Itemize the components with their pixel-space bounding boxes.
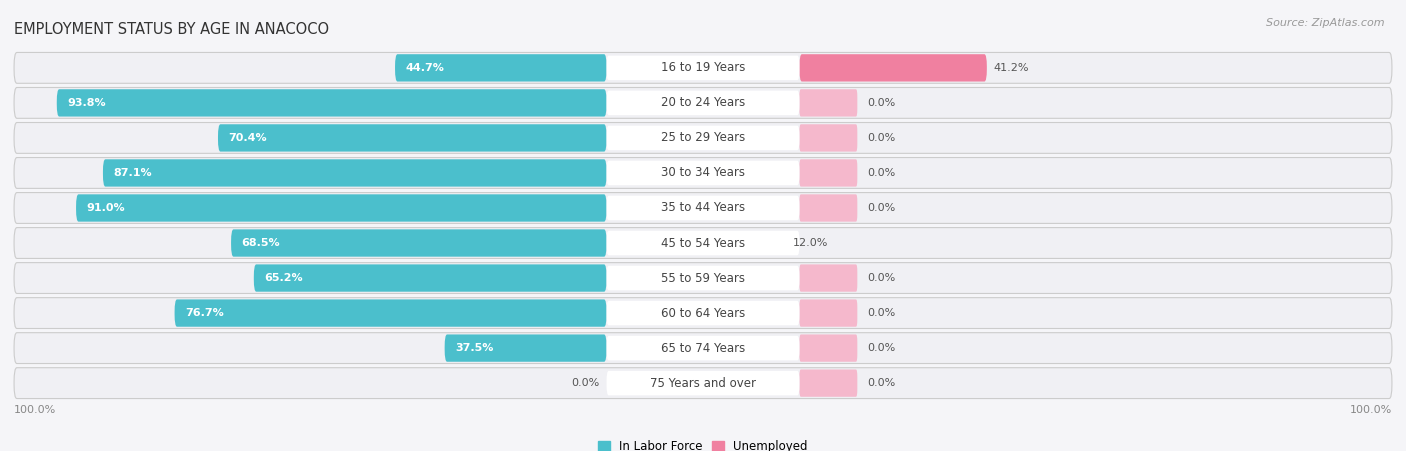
Text: 12.0%: 12.0% [793, 238, 828, 248]
Text: 0.0%: 0.0% [868, 98, 896, 108]
Text: 37.5%: 37.5% [456, 343, 494, 353]
FancyBboxPatch shape [800, 89, 858, 116]
Text: 87.1%: 87.1% [114, 168, 152, 178]
FancyBboxPatch shape [800, 54, 987, 82]
Text: 100.0%: 100.0% [14, 405, 56, 415]
Text: 16 to 19 Years: 16 to 19 Years [661, 61, 745, 74]
FancyBboxPatch shape [800, 369, 858, 397]
FancyBboxPatch shape [14, 52, 1392, 83]
FancyBboxPatch shape [254, 264, 606, 292]
Text: 0.0%: 0.0% [868, 203, 896, 213]
Text: 45 to 54 Years: 45 to 54 Years [661, 236, 745, 249]
FancyBboxPatch shape [14, 333, 1392, 364]
FancyBboxPatch shape [14, 228, 1392, 258]
Text: 0.0%: 0.0% [868, 133, 896, 143]
Text: 44.7%: 44.7% [405, 63, 444, 73]
FancyBboxPatch shape [76, 194, 606, 221]
FancyBboxPatch shape [14, 368, 1392, 399]
Text: 35 to 44 Years: 35 to 44 Years [661, 202, 745, 215]
Text: 76.7%: 76.7% [186, 308, 224, 318]
Text: 41.2%: 41.2% [994, 63, 1029, 73]
FancyBboxPatch shape [103, 159, 606, 187]
Text: 0.0%: 0.0% [868, 168, 896, 178]
Legend: In Labor Force, Unemployed: In Labor Force, Unemployed [593, 435, 813, 451]
FancyBboxPatch shape [606, 371, 800, 396]
Text: 91.0%: 91.0% [86, 203, 125, 213]
Text: 0.0%: 0.0% [571, 378, 599, 388]
FancyBboxPatch shape [606, 301, 800, 325]
Text: 65 to 74 Years: 65 to 74 Years [661, 341, 745, 354]
FancyBboxPatch shape [14, 193, 1392, 223]
FancyBboxPatch shape [606, 91, 800, 115]
FancyBboxPatch shape [14, 123, 1392, 153]
FancyBboxPatch shape [606, 231, 800, 255]
FancyBboxPatch shape [606, 161, 800, 185]
Text: EMPLOYMENT STATUS BY AGE IN ANACOCO: EMPLOYMENT STATUS BY AGE IN ANACOCO [14, 22, 329, 37]
FancyBboxPatch shape [800, 299, 858, 327]
Text: 25 to 29 Years: 25 to 29 Years [661, 131, 745, 144]
Text: 20 to 24 Years: 20 to 24 Years [661, 97, 745, 110]
FancyBboxPatch shape [444, 335, 606, 362]
FancyBboxPatch shape [606, 55, 800, 80]
Text: Source: ZipAtlas.com: Source: ZipAtlas.com [1267, 18, 1385, 28]
Text: 75 Years and over: 75 Years and over [650, 377, 756, 390]
FancyBboxPatch shape [800, 159, 858, 187]
FancyBboxPatch shape [14, 298, 1392, 328]
FancyBboxPatch shape [606, 196, 800, 220]
FancyBboxPatch shape [218, 124, 606, 152]
FancyBboxPatch shape [174, 299, 606, 327]
FancyBboxPatch shape [14, 262, 1392, 294]
FancyBboxPatch shape [395, 54, 606, 82]
FancyBboxPatch shape [606, 336, 800, 360]
FancyBboxPatch shape [231, 230, 606, 257]
Text: 93.8%: 93.8% [67, 98, 105, 108]
FancyBboxPatch shape [56, 89, 606, 116]
Text: 60 to 64 Years: 60 to 64 Years [661, 307, 745, 320]
FancyBboxPatch shape [606, 126, 800, 150]
FancyBboxPatch shape [14, 157, 1392, 189]
Text: 100.0%: 100.0% [1350, 405, 1392, 415]
FancyBboxPatch shape [606, 266, 800, 290]
Text: 0.0%: 0.0% [868, 308, 896, 318]
Text: 30 to 34 Years: 30 to 34 Years [661, 166, 745, 179]
FancyBboxPatch shape [800, 264, 858, 292]
FancyBboxPatch shape [800, 335, 858, 362]
Text: 55 to 59 Years: 55 to 59 Years [661, 272, 745, 285]
FancyBboxPatch shape [800, 124, 858, 152]
Text: 65.2%: 65.2% [264, 273, 302, 283]
Text: 0.0%: 0.0% [868, 343, 896, 353]
Text: 70.4%: 70.4% [228, 133, 267, 143]
Text: 0.0%: 0.0% [868, 378, 896, 388]
FancyBboxPatch shape [14, 87, 1392, 118]
FancyBboxPatch shape [800, 194, 858, 221]
Text: 0.0%: 0.0% [868, 273, 896, 283]
Text: 68.5%: 68.5% [242, 238, 280, 248]
